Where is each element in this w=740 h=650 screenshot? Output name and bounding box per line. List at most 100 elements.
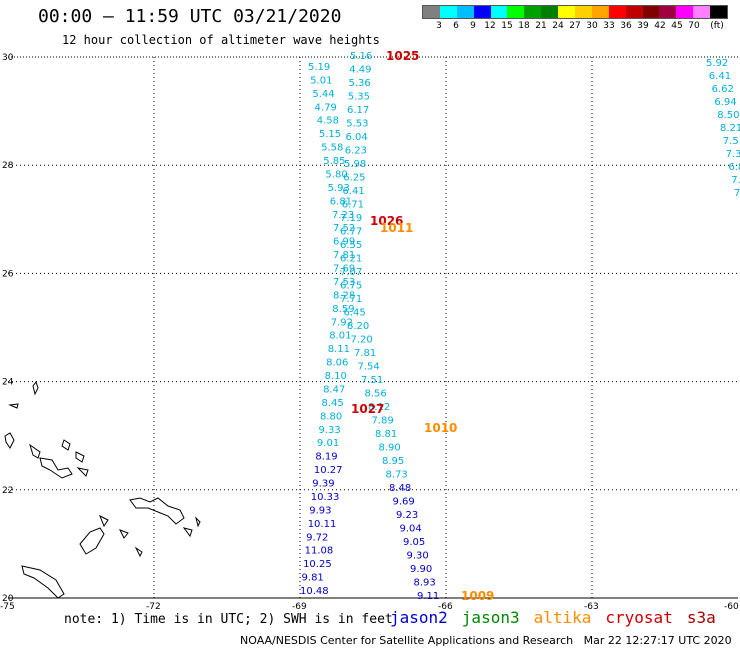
swh-value: 8.81	[375, 429, 397, 440]
swh-value: 5.36	[349, 78, 371, 89]
lat-tick-label: 20	[2, 594, 14, 604]
swh-value: 6.81	[330, 196, 352, 207]
swh-value: 9.90	[410, 564, 432, 575]
swh-value: 6.94	[714, 97, 736, 108]
swh-value: 6.17	[347, 105, 369, 116]
swh-value: 7.81	[354, 348, 376, 359]
scale-label: 36	[620, 21, 632, 31]
pressure-label: 1010	[424, 421, 457, 435]
swh-value: 8.12	[368, 402, 390, 413]
satellite-legend-jason2: jason2	[390, 608, 448, 627]
island-outline	[29, 443, 41, 459]
swh-value: 7.69	[333, 264, 355, 275]
swh-value: 7.3	[726, 149, 740, 160]
swh-value: 9.11	[417, 591, 439, 602]
swh-value: 9.33	[318, 425, 340, 436]
swh-value: 8.90	[379, 443, 401, 454]
swh-value: 6.62	[712, 84, 734, 95]
island-outline	[75, 451, 85, 463]
lon-tick-label: -72	[146, 602, 161, 612]
scale-label: 70	[688, 21, 700, 31]
scale-swatch	[591, 6, 609, 18]
swh-value: 10.33	[311, 492, 340, 503]
swh-value: 8.28	[333, 290, 355, 301]
island-outline	[4, 432, 15, 449]
scale-label: 45	[671, 21, 683, 31]
swh-value: 6.75	[340, 281, 362, 292]
swh-value: 7.19	[340, 213, 362, 224]
satellite-legend-jason3: jason3	[461, 608, 520, 627]
island-outline	[79, 527, 105, 555]
lat-tick-label: 30	[2, 53, 14, 63]
scale-label: 9	[470, 21, 476, 31]
pressure-label: 1025	[386, 49, 419, 63]
swh-value: 7.52	[333, 223, 355, 234]
page-title: 00:00 – 11:59 UTC 03/21/2020	[38, 6, 342, 27]
swh-value: 7.71	[340, 294, 362, 305]
pressure-label: 1009	[461, 589, 494, 603]
lat-tick-label: 24	[2, 378, 14, 388]
scale-swatch	[507, 6, 525, 18]
swh-value: 4.58	[317, 116, 339, 127]
scale-swatch	[676, 6, 694, 18]
island-outline	[8, 403, 19, 409]
lat-tick-label: 26	[2, 269, 14, 279]
swh-value: 8.19	[315, 452, 337, 463]
scale-swatch	[659, 6, 677, 18]
swh-value: 8.47	[323, 384, 345, 395]
swh-value: 7.89	[372, 416, 394, 427]
swh-value: 9.93	[309, 505, 331, 516]
island-outline	[134, 546, 143, 558]
scale-swatch	[558, 6, 576, 18]
scale-label: 33	[603, 21, 615, 31]
color-scale-bar	[422, 5, 728, 19]
swh-value: 9.23	[396, 510, 418, 521]
swh-value: 5.35	[348, 92, 370, 103]
scale-swatch	[608, 6, 626, 18]
satellite-legend-altika: altika	[533, 608, 592, 627]
swh-value: 7.23	[332, 210, 354, 221]
swh-value: 9.05	[403, 537, 425, 548]
swh-value: 6.23	[345, 146, 367, 157]
swh-value: 8.50	[717, 110, 739, 121]
scale-swatch	[439, 6, 457, 18]
swh-value: 5.53	[346, 119, 368, 130]
island-outline	[21, 565, 65, 599]
island-outline	[195, 516, 201, 528]
swh-value: 5.15	[319, 129, 341, 140]
scale-swatch	[575, 6, 592, 18]
satellite-legend-cryosat: cryosat	[605, 608, 673, 627]
scale-label: 30	[586, 21, 598, 31]
swh-value: 6.04	[346, 132, 368, 143]
swh-value: 7	[734, 188, 740, 199]
swh-value: 5.85	[323, 156, 345, 167]
island-outline	[118, 529, 129, 539]
island-outline	[99, 514, 109, 528]
scale-label: 42	[654, 21, 666, 31]
swh-value: 8.11	[328, 344, 350, 355]
swh-value: 6.41	[709, 71, 731, 82]
scale-swatch	[625, 6, 643, 18]
swh-value: 8.73	[386, 470, 408, 481]
color-scale-labels: 3 6 9 12 15 18 21 24 27 30 33 36 39 42 45 70 (ft)	[422, 21, 738, 33]
scale-swatch	[423, 6, 440, 18]
island-outline	[32, 380, 39, 396]
swh-value: 8.95	[382, 456, 404, 467]
island-outline	[76, 467, 89, 477]
swh-value: 7.53	[333, 277, 355, 288]
swh-value: 9.72	[306, 532, 328, 543]
swh-value: 7.07	[340, 267, 362, 278]
lon-tick-label: -69	[292, 602, 307, 612]
scale-label: 3	[436, 21, 442, 31]
swh-value: 10.27	[314, 465, 343, 476]
pressure-label: 1011	[380, 221, 413, 235]
swh-value: 8.20	[347, 321, 369, 332]
units-note: note: 1) Time is in UTC; 2) SWH is in fe…	[64, 612, 393, 627]
swh-value: 6.71	[342, 200, 364, 211]
lon-tick-label: -63	[584, 602, 599, 612]
swh-value: 8.93	[414, 578, 436, 589]
swh-value: 7.81	[333, 250, 355, 261]
scale-label: 12	[484, 21, 496, 31]
scale-label: 6	[453, 21, 459, 31]
swh-value: 8.45	[322, 398, 344, 409]
